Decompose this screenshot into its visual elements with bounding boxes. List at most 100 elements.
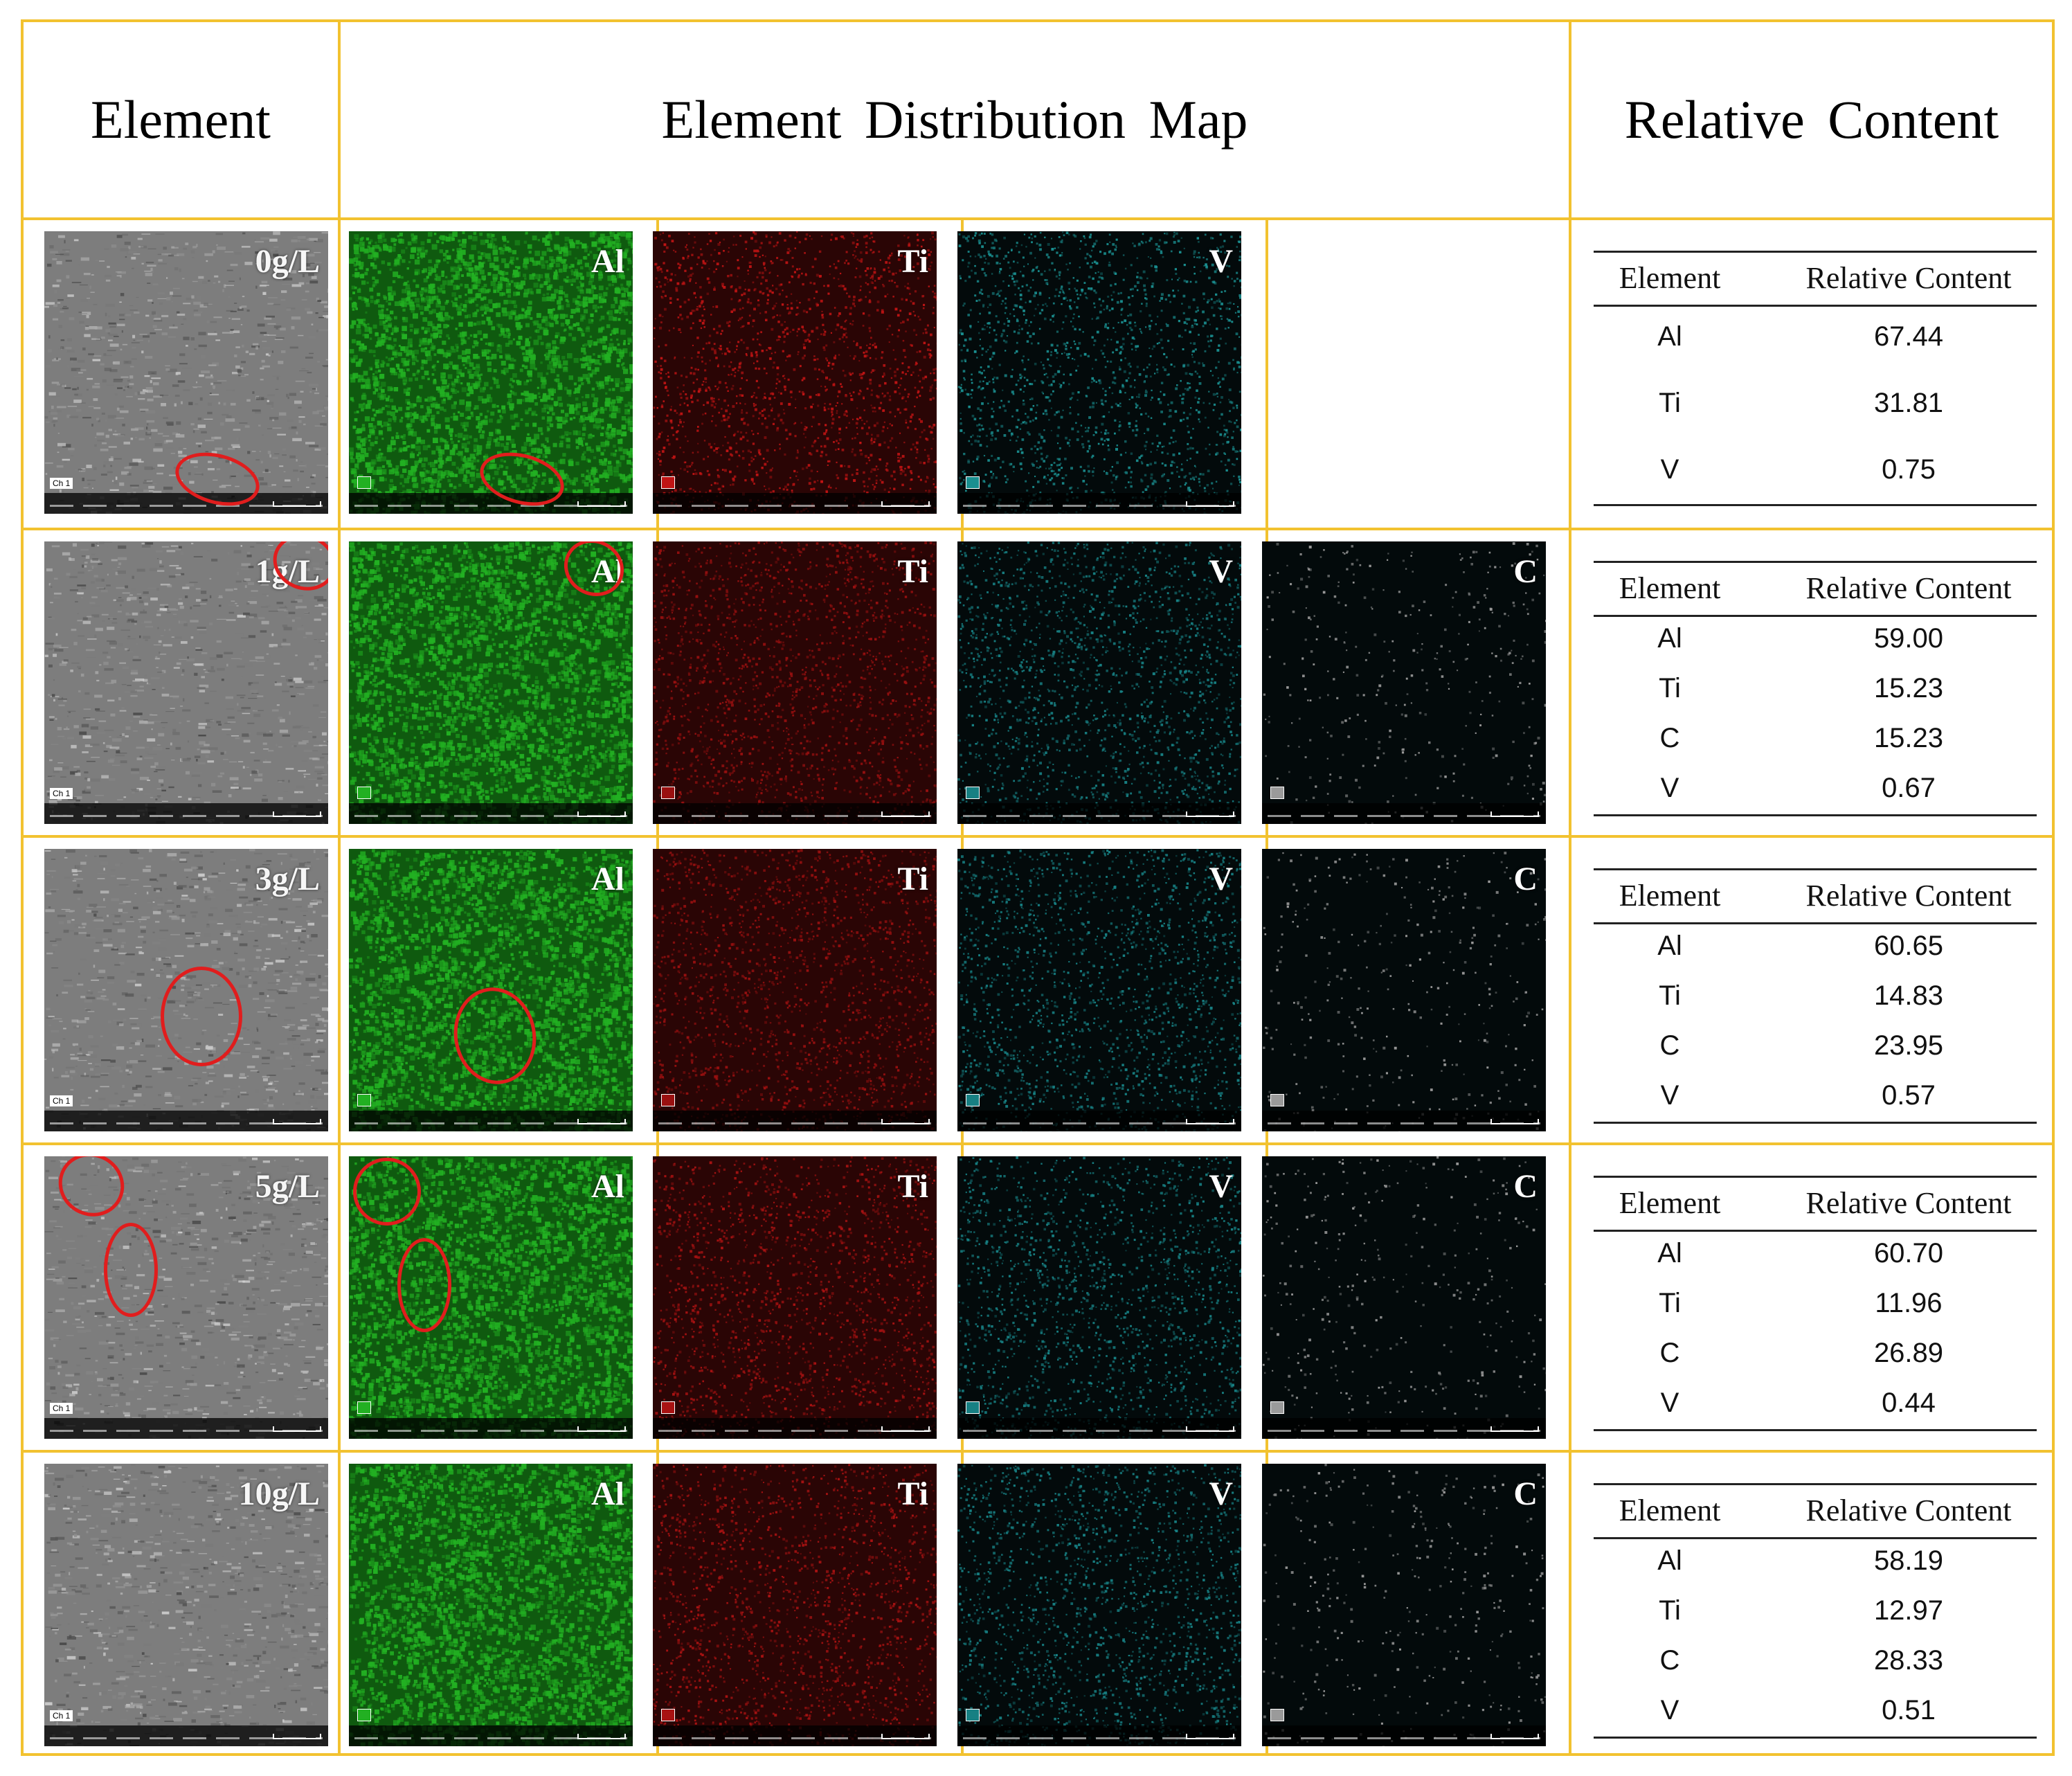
element-label: Al <box>591 1475 624 1513</box>
micrograph-info-bar <box>349 493 633 514</box>
concentration-label: 1g/L <box>255 553 320 591</box>
sem-image: 5g/L Ch 1 <box>44 1156 328 1439</box>
element-map-al: Al <box>349 1464 633 1746</box>
grid-hline <box>21 528 2055 530</box>
channel-color-badge <box>357 787 371 799</box>
table-cell-element: Al <box>1607 1545 1732 1577</box>
table-header-relative-content: Relative Content <box>1781 571 2037 606</box>
table-cell-value: 0.67 <box>1781 773 2037 804</box>
header-element: Element <box>24 22 338 217</box>
element-map-ti: Ti <box>653 231 937 514</box>
table-cell-element: C <box>1607 723 1732 754</box>
table-cell-element: Ti <box>1607 1595 1732 1626</box>
sem-image: 0g/L Ch 1 <box>44 231 328 514</box>
element-label: Al <box>591 1167 624 1205</box>
table-header-element: Element <box>1607 571 1732 606</box>
micrograph-info-bar <box>1262 1418 1546 1439</box>
figure: Element Element Distribution Map Relativ… <box>21 19 2055 1756</box>
scale-bar <box>1490 811 1539 817</box>
micrograph-info-text <box>354 1430 627 1432</box>
channel-color-badge <box>357 1709 371 1721</box>
concentration-label: 0g/L <box>255 242 320 280</box>
table-cell-element: Ti <box>1607 1288 1732 1319</box>
micrograph-info-bar <box>44 1111 328 1131</box>
micrograph-info-text <box>50 1737 323 1739</box>
table-cell-value: 15.23 <box>1781 673 2037 704</box>
element-map-al: Al <box>349 1156 633 1439</box>
channel-tag: Ch 1 <box>50 1095 73 1106</box>
table-bottom-rule <box>1594 1122 2037 1124</box>
element-label: V <box>1209 1475 1233 1513</box>
element-map-v: V <box>957 541 1241 824</box>
channel-color-badge <box>661 787 675 799</box>
micrograph-info-bar <box>653 1725 937 1746</box>
micrograph-info-text <box>963 1430 1236 1432</box>
table-cell-value: 0.51 <box>1781 1695 2037 1726</box>
table-header-element: Element <box>1607 1493 1732 1528</box>
table-cell-value: 28.33 <box>1781 1645 2037 1676</box>
table-top-rule <box>1594 561 2037 563</box>
micrograph-info-bar <box>349 803 633 824</box>
table-header-relative-content: Relative Content <box>1781 878 2037 913</box>
table-cell-element: V <box>1607 454 1732 485</box>
element-label: V <box>1209 1167 1233 1205</box>
header-distribution-map: Element Distribution Map <box>341 22 1569 217</box>
element-map-c: C <box>1262 1464 1546 1746</box>
table-cell-element: V <box>1607 1080 1732 1111</box>
table-header-relative-content: Relative Content <box>1781 1185 2037 1221</box>
header-content-text: Relative Content <box>1625 89 1999 151</box>
channel-color-badge <box>357 1094 371 1106</box>
element-map-v: V <box>957 1464 1241 1746</box>
relative-content-table: Element Relative Content Al 60.65 Ti 14.83 C 23… <box>1594 868 2037 1124</box>
element-label: V <box>1209 860 1233 898</box>
grid-vline <box>1569 19 1571 1756</box>
micrograph-info-text <box>50 815 323 817</box>
table-cell-value: 59.00 <box>1781 623 2037 654</box>
element-map-al: Al <box>349 231 633 514</box>
grid-hline <box>21 1753 2055 1756</box>
scale-bar <box>881 1426 930 1432</box>
channel-color-badge <box>966 1094 980 1106</box>
channel-tag: Ch 1 <box>50 1710 73 1721</box>
grid-hline <box>21 19 2055 22</box>
table-cell-element: V <box>1607 1695 1732 1726</box>
micrograph-info-bar <box>957 803 1241 824</box>
channel-color-badge <box>1270 1094 1284 1106</box>
grid-hline <box>21 1450 2055 1453</box>
micrograph-info-bar <box>349 1418 633 1439</box>
micrograph-info-bar <box>44 1725 328 1746</box>
element-label: C <box>1513 1475 1538 1513</box>
element-label: Al <box>591 242 624 280</box>
scale-bar <box>577 811 626 817</box>
scale-bar <box>273 1119 321 1124</box>
scale-bar <box>577 1426 626 1432</box>
scale-bar <box>1186 1426 1234 1432</box>
micrograph-info-text <box>1268 1430 1540 1432</box>
table-header-relative-content: Relative Content <box>1781 260 2037 296</box>
micrograph-info-text <box>1268 1122 1540 1124</box>
table-bottom-rule <box>1594 504 2037 506</box>
element-label: C <box>1513 1167 1538 1205</box>
header-element-text: Element <box>91 89 271 151</box>
element-label: Al <box>591 860 624 898</box>
table-cell-element: V <box>1607 773 1732 804</box>
table-cell-value: 0.75 <box>1781 454 2037 485</box>
table-cell-value: 12.97 <box>1781 1595 2037 1626</box>
channel-color-badge <box>1270 1401 1284 1414</box>
element-label: Al <box>591 553 624 591</box>
relative-content-table: Element Relative Content Al 67.44 Ti 31.81 V 0.… <box>1594 251 2037 507</box>
micrograph-info-bar <box>44 803 328 824</box>
grid-vline <box>2052 19 2055 1756</box>
scale-bar <box>1490 1734 1539 1739</box>
channel-color-badge <box>966 1709 980 1721</box>
micrograph-info-text <box>354 1737 627 1739</box>
channel-color-badge <box>1270 787 1284 799</box>
micrograph-info-bar <box>653 1418 937 1439</box>
table-bottom-rule <box>1594 814 2037 816</box>
grid-vline <box>21 19 24 1756</box>
table-header-rule <box>1594 1230 2037 1232</box>
table-cell-element: V <box>1607 1388 1732 1419</box>
table-cell-element: Ti <box>1607 980 1732 1012</box>
scale-bar <box>577 1734 626 1739</box>
scale-bar <box>577 1119 626 1124</box>
